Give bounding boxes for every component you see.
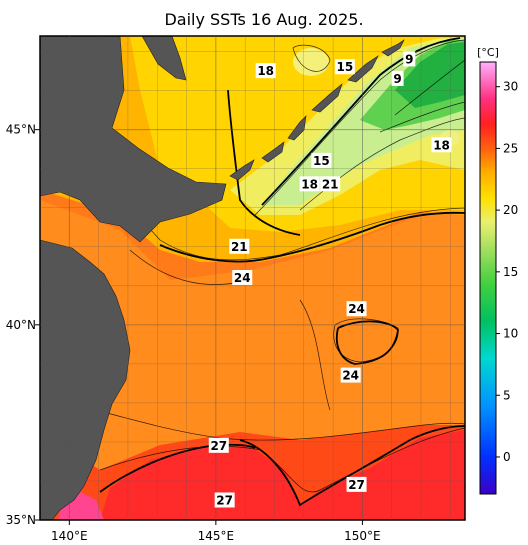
- contour-label-text: 24: [348, 302, 365, 316]
- colorbar-tick-label: 0: [503, 450, 511, 464]
- contour-label-text: 21: [322, 177, 339, 191]
- colorbar-tick-label: 30: [503, 80, 518, 94]
- colorbar-tick-label: 5: [503, 388, 511, 402]
- contour-label-bg: [340, 367, 361, 383]
- contour-label: 27: [346, 476, 367, 492]
- contour-label: 21: [320, 176, 341, 192]
- axis-ticks: 140°E 145°E 150°E 35°N 40°N 45°N: [6, 123, 381, 543]
- contour-label: 24: [346, 301, 367, 317]
- contour-label: 15: [334, 59, 355, 75]
- map-frame: [39, 35, 466, 521]
- contour-label-text: 15: [313, 154, 330, 168]
- sst-region-orange: [40, 200, 465, 520]
- contour-label: 9: [403, 51, 416, 67]
- contour-label-text: 24: [234, 271, 251, 285]
- contour-label-text: 27: [210, 439, 227, 453]
- colorbar-bar: [479, 61, 497, 495]
- contour-label-text: 27: [348, 478, 365, 492]
- contour-label-text: 9: [405, 52, 413, 66]
- lat-tick-label: 35°N: [6, 513, 36, 527]
- sst-region-dark-green: [395, 42, 465, 108]
- map-title: Daily SSTs 16 Aug. 2025.: [164, 10, 364, 29]
- contour-label-bg: [255, 63, 276, 79]
- contour-label: 18: [255, 63, 276, 79]
- contour-label: 21: [229, 238, 250, 254]
- contour-label: 24: [340, 367, 361, 383]
- land-kuril-1: [229, 159, 255, 181]
- contour-label-bg: [208, 437, 229, 453]
- contour-label-bg: [214, 492, 235, 508]
- contour-label-bg: [229, 238, 250, 254]
- contour-label: 18: [299, 176, 320, 192]
- colorbar-tick-label: 25: [503, 141, 518, 155]
- contour-label-bg: [391, 70, 404, 86]
- colorbar-ticks: 0 5 10 15 20 25 30: [496, 80, 518, 464]
- contour-label: 27: [214, 492, 235, 508]
- contour-label-bg: [431, 137, 452, 153]
- contour-label: 15: [311, 152, 332, 168]
- sst-region-hot: [100, 430, 465, 520]
- contour-label-text: 27: [216, 493, 233, 507]
- contour-label-text: 18: [433, 138, 450, 152]
- land-kuril-5: [347, 55, 379, 83]
- contour-label-bg: [346, 476, 367, 492]
- contour-label: 18: [431, 137, 452, 153]
- map-field: [40, 36, 465, 520]
- land-sakhalin: [141, 36, 187, 81]
- contour-label-bg: [299, 176, 320, 192]
- lat-tick-label: 40°N: [6, 318, 36, 332]
- contour-label-bg: [320, 176, 341, 192]
- contour-label-bg: [403, 51, 416, 67]
- contour-label: 9: [391, 70, 404, 86]
- colorbar: [°C] 0 5 10 15 20 25 30: [477, 46, 518, 495]
- contour-label-text: 21: [231, 240, 248, 254]
- thick-isotherms: [99, 37, 465, 507]
- contour-label-bg: [346, 301, 367, 317]
- contour-label: 27: [208, 437, 229, 453]
- contour-label-bg: [232, 270, 253, 285]
- land-hokkaido: [40, 36, 227, 243]
- sst-region-cool-pocket: [293, 48, 329, 76]
- land-kuril-3: [287, 115, 307, 141]
- graticule: [40, 36, 465, 520]
- landmass: [40, 36, 405, 520]
- land-kuril-2: [261, 141, 285, 163]
- contour-label-text: 24: [342, 369, 359, 383]
- lon-tick-label: 140°E: [51, 529, 88, 543]
- colorbar-tick-label: 20: [503, 203, 518, 217]
- land-kuril-6: [381, 39, 405, 57]
- contour-label-text: 9: [393, 72, 401, 86]
- land-honshu: [40, 239, 131, 520]
- contour-label-bg: [311, 152, 332, 168]
- lat-tick-label: 45°N: [6, 123, 36, 137]
- contour-label-text: 18: [257, 64, 274, 78]
- contour-labels: 18 15 99 18 15 18 21 21 24 24 24 27 27 27: [208, 51, 452, 508]
- land-kuril-4: [311, 83, 343, 113]
- contour-label-text: 18: [301, 177, 318, 191]
- contour-label-bg: [334, 59, 355, 75]
- colorbar-unit: [°C]: [477, 46, 499, 59]
- contour-label-text: 15: [336, 60, 353, 74]
- contour-label: 24: [232, 270, 253, 285]
- lon-tick-label: 150°E: [344, 529, 381, 543]
- colorbar-tick-label: 15: [503, 265, 518, 279]
- lon-tick-label: 145°E: [198, 529, 235, 543]
- colorbar-tick-label: 10: [503, 327, 518, 341]
